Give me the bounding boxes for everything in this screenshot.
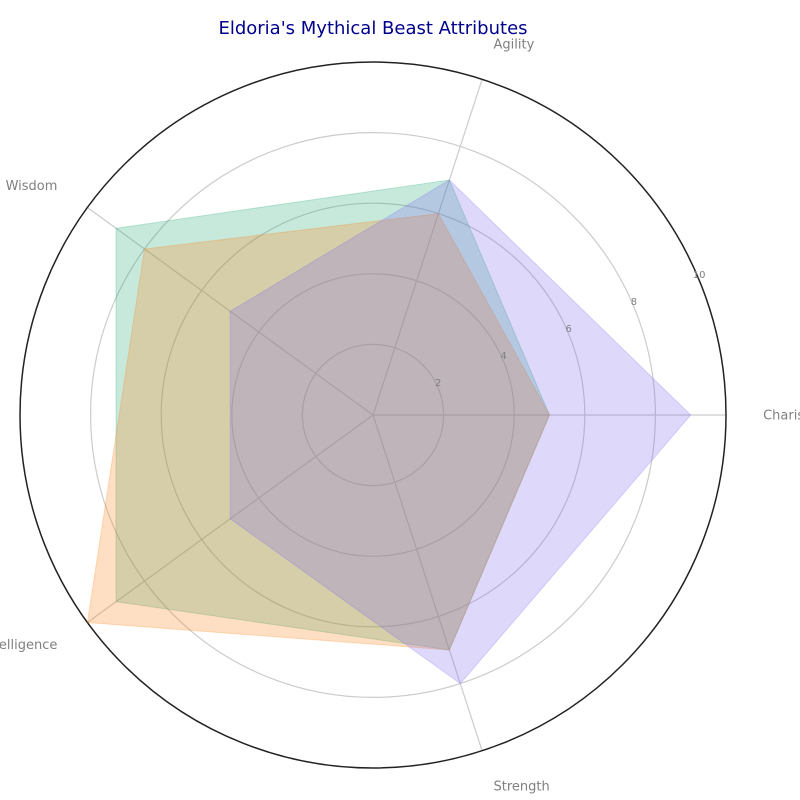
axis-label-wisdom: Wisdom <box>6 179 58 194</box>
chart-title: Eldoria's Mythical Beast Attributes <box>218 18 527 39</box>
axis-label-intelligence: Intelligence <box>0 638 57 653</box>
tick-label-4: 4 <box>500 351 506 362</box>
axis-label-strength: Strength <box>494 780 550 795</box>
series-3-area <box>229 179 692 685</box>
tick-label-8: 8 <box>631 297 637 308</box>
tick-label-6: 6 <box>566 324 572 335</box>
label-layer: Charisma Agility Wisdom Intelligence Strengt… <box>0 38 800 795</box>
tick-label-10: 10 <box>693 270 706 281</box>
grid-layer <box>19 61 727 769</box>
axis-label-charisma: Charisma <box>763 409 800 424</box>
series-1-area <box>115 179 551 651</box>
spoke-wisdom <box>87 207 374 416</box>
series-layer <box>86 179 692 685</box>
outer-frame <box>19 61 727 769</box>
series-2-area <box>86 213 551 651</box>
spoke-intelligence <box>87 414 374 623</box>
spoke-agility <box>372 79 483 416</box>
spoke-strength <box>372 414 483 751</box>
axis-label-agility: Agility <box>494 38 535 53</box>
tick-label-2: 2 <box>435 378 441 389</box>
